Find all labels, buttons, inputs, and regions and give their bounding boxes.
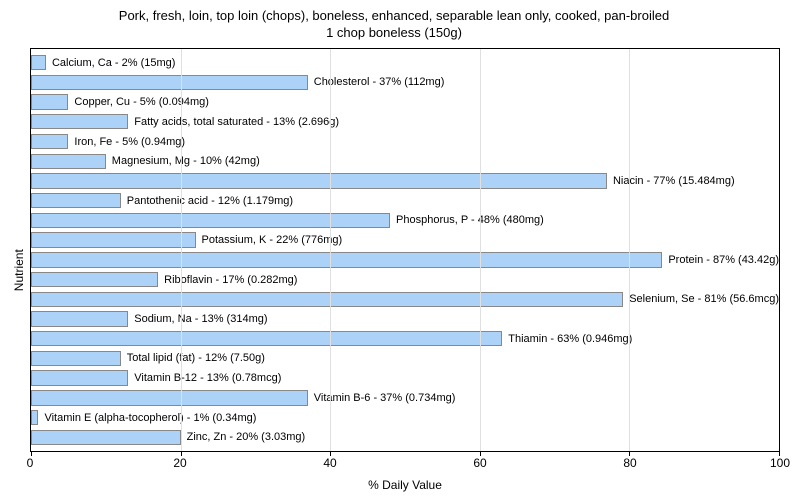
bar-label: Calcium, Ca - 2% (15mg): [52, 57, 175, 69]
bar-row: Fatty acids, total saturated - 13% (2.69…: [31, 112, 779, 132]
bar: [31, 370, 128, 385]
bar-label: Magnesium, Mg - 10% (42mg): [112, 155, 260, 167]
bar-label: Riboflavin - 17% (0.282mg): [164, 274, 297, 286]
bar: [31, 55, 46, 70]
bar: [31, 154, 106, 169]
bar-row: Vitamin E (alpha-tocopherol) - 1% (0.34m…: [31, 408, 779, 428]
x-tick: 100: [770, 452, 790, 470]
bar-row: Cholesterol - 37% (112mg): [31, 73, 779, 93]
bar: [31, 272, 158, 287]
gridline: [480, 49, 481, 451]
bar: [31, 292, 623, 307]
chart-title: Pork, fresh, loin, top loin (chops), bon…: [8, 8, 780, 42]
x-tick-label: 80: [623, 456, 636, 470]
bar: [31, 252, 662, 267]
bar-label: Phosphorus, P - 48% (480mg): [396, 214, 544, 226]
x-tick: 40: [323, 452, 336, 470]
gridline: [181, 49, 182, 451]
bar-row: Thiamin - 63% (0.946mg): [31, 329, 779, 349]
x-tick-label: 60: [473, 456, 486, 470]
bar: [31, 331, 502, 346]
bar-row: Vitamin B-12 - 13% (0.78mcg): [31, 368, 779, 388]
bar-row: Riboflavin - 17% (0.282mg): [31, 270, 779, 290]
bar: [31, 114, 128, 129]
x-tick-label: 20: [173, 456, 186, 470]
bar: [31, 390, 308, 405]
bar-row: Total lipid (fat) - 12% (7.50g): [31, 349, 779, 369]
bar-label: Vitamin E (alpha-tocopherol) - 1% (0.34m…: [44, 412, 256, 424]
plot-area: Calcium, Ca - 2% (15mg) Cholesterol - 37%…: [30, 48, 780, 452]
x-tick: 0: [27, 452, 34, 470]
x-tick-label: 100: [770, 456, 790, 470]
bar-label: Cholesterol - 37% (112mg): [314, 76, 445, 88]
bar: [31, 173, 607, 188]
bar-row: Niacin - 77% (15.484mg): [31, 171, 779, 191]
gridline: [629, 49, 630, 451]
bar-row: Potassium, K - 22% (776mg): [31, 230, 779, 250]
bar: [31, 410, 38, 425]
bar-label: Protein - 87% (43.42g): [668, 254, 779, 266]
bar: [31, 134, 68, 149]
bar: [31, 351, 121, 366]
nutrient-chart: Pork, fresh, loin, top loin (chops), bon…: [0, 0, 800, 500]
x-axis-label: % Daily Value: [368, 478, 442, 492]
bar-label: Sodium, Na - 13% (314mg): [134, 313, 267, 325]
bar-label: Potassium, K - 22% (776mg): [202, 234, 343, 246]
bar-row: Iron, Fe - 5% (0.94mg): [31, 132, 779, 152]
bar: [31, 75, 308, 90]
gridline: [330, 49, 331, 451]
bar-row: Calcium, Ca - 2% (15mg): [31, 53, 779, 73]
bar-label: Total lipid (fat) - 12% (7.50g): [127, 352, 265, 364]
bar-row: Vitamin B-6 - 37% (0.734mg): [31, 388, 779, 408]
bar-row: Phosphorus, P - 48% (480mg): [31, 211, 779, 231]
bar-label: Selenium, Se - 81% (56.6mcg): [629, 293, 779, 305]
bar-label: Pantothenic acid - 12% (1.179mg): [127, 195, 293, 207]
x-tick: 20: [173, 452, 186, 470]
bar: [31, 311, 128, 326]
bar-label: Thiamin - 63% (0.946mg): [508, 333, 632, 345]
bar-label: Zinc, Zn - 20% (3.03mg): [187, 431, 306, 443]
bar-label: Vitamin B-6 - 37% (0.734mg): [314, 392, 456, 404]
x-tick-label: 0: [27, 456, 34, 470]
bar-row: Protein - 87% (43.42g): [31, 250, 779, 270]
bar-label: Iron, Fe - 5% (0.94mg): [74, 136, 185, 148]
bar: [31, 213, 390, 228]
bar-row: Zinc, Zn - 20% (3.03mg): [31, 427, 779, 447]
bar: [31, 232, 196, 247]
bar: [31, 430, 181, 445]
bar-label: Vitamin B-12 - 13% (0.78mcg): [134, 372, 281, 384]
bar: [31, 94, 68, 109]
bar-row: Copper, Cu - 5% (0.094mg): [31, 92, 779, 112]
y-axis-label: Nutrient: [8, 48, 30, 492]
bars-container: Calcium, Ca - 2% (15mg) Cholesterol - 37%…: [31, 49, 779, 451]
bar-row: Sodium, Na - 13% (314mg): [31, 309, 779, 329]
bar-row: Selenium, Se - 81% (56.6mcg): [31, 289, 779, 309]
chart-title-line2: 1 chop boneless (150g): [326, 25, 462, 40]
chart-body: Nutrient Calcium, Ca - 2% (15mg) Choleste…: [8, 48, 780, 492]
x-tick: 80: [623, 452, 636, 470]
bar-label: Copper, Cu - 5% (0.094mg): [74, 96, 209, 108]
x-tick-label: 40: [323, 456, 336, 470]
bar-label: Niacin - 77% (15.484mg): [613, 175, 735, 187]
x-axis: % Daily Value 020406080100: [30, 452, 780, 492]
bar-row: Magnesium, Mg - 10% (42mg): [31, 151, 779, 171]
bar-row: Pantothenic acid - 12% (1.179mg): [31, 191, 779, 211]
bar-label: Fatty acids, total saturated - 13% (2.69…: [134, 116, 339, 128]
bar: [31, 193, 121, 208]
x-tick: 60: [473, 452, 486, 470]
chart-title-line1: Pork, fresh, loin, top loin (chops), bon…: [119, 8, 669, 23]
plot-region: Calcium, Ca - 2% (15mg) Cholesterol - 37%…: [30, 48, 780, 492]
